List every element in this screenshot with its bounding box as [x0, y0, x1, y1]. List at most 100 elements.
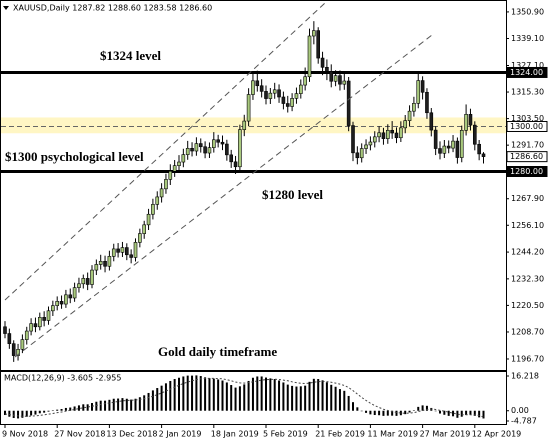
candle-body: [307, 35, 312, 78]
candle-body: [438, 148, 442, 154]
candle-body: [246, 94, 251, 122]
macd-bar: [73, 406, 76, 411]
macd-bar: [238, 386, 241, 411]
candle-body: [377, 132, 381, 138]
x-tick-label: 5 Feb 2019: [263, 430, 308, 439]
candle-body: [416, 80, 421, 104]
candle-body: [464, 114, 468, 131]
candle-body: [442, 145, 447, 154]
macd-bar: [291, 385, 294, 411]
annotation: Gold daily timeframe: [158, 344, 277, 359]
macd-bar: [169, 380, 172, 411]
highlight-band: [1, 117, 506, 134]
candle-body: [338, 75, 342, 85]
candle-body: [225, 143, 229, 156]
y-tick-label: 1208.70: [511, 327, 544, 336]
macd-bar: [147, 392, 150, 411]
macd-bar: [395, 410, 398, 416]
macd-bar: [130, 399, 133, 411]
macd-bar: [182, 376, 185, 411]
macd-bar: [299, 386, 302, 411]
macd-bar: [91, 403, 93, 411]
macd-bar: [160, 385, 163, 411]
candle-body: [55, 301, 60, 306]
candle-body: [264, 91, 268, 99]
macd-bar: [225, 382, 228, 411]
macd-bar: [221, 380, 224, 411]
macd-bar: [465, 410, 468, 416]
candle-body: [120, 247, 125, 253]
macd-bar: [356, 407, 359, 411]
candle-body: [468, 114, 473, 126]
candle-body: [198, 143, 203, 148]
candle-body: [481, 153, 486, 157]
y-tick-label: 1339.10: [511, 34, 544, 43]
menu-arrow: [3, 6, 9, 10]
candle-body: [277, 89, 281, 98]
candle-body: [77, 283, 81, 288]
macd-bar: [417, 406, 420, 411]
macd-bar: [360, 410, 363, 412]
y-tick-label: 1256.10: [511, 221, 544, 230]
macd-bar: [51, 410, 54, 412]
macd-bar: [77, 405, 80, 411]
candle-body: [190, 148, 194, 152]
candle-body: [220, 141, 225, 145]
macd-bar: [56, 409, 59, 411]
macd-bar: [256, 376, 259, 411]
candle-body: [364, 144, 368, 149]
price-label-box: [506, 165, 548, 177]
candle-body: [333, 75, 338, 82]
macd-bar: [369, 410, 372, 415]
chart-title: XAUUSD,Daily 1287.82 1288.60 1283.58 128…: [13, 4, 212, 13]
candle-body: [107, 256, 112, 267]
candle-body: [433, 129, 438, 149]
candle-body: [151, 204, 155, 215]
x-tick-label: 21 Feb 2019: [315, 430, 365, 439]
macd-bar: [399, 410, 402, 416]
candle-body: [285, 103, 290, 107]
macd-bar: [443, 410, 446, 415]
candle-body: [185, 148, 190, 155]
macd-bar: [425, 405, 428, 411]
candle-body: [459, 130, 464, 158]
candle-body: [111, 248, 116, 257]
candle-body: [194, 143, 199, 152]
candle-body: [281, 96, 286, 104]
x-tick-label: 9 Nov 2018: [2, 430, 48, 439]
macd-bar: [308, 381, 311, 411]
macd-bar: [30, 410, 33, 416]
candle-body: [94, 264, 99, 271]
candle-body: [355, 152, 360, 159]
macd-bar: [117, 398, 120, 411]
macd-bar: [151, 390, 154, 411]
candle-body: [429, 112, 434, 131]
candle-body: [181, 154, 186, 163]
candle-body: [59, 301, 64, 305]
macd-y-tick-label: 16.218: [511, 371, 539, 380]
macd-bar: [4, 410, 6, 416]
channel-line: [14, 34, 433, 358]
candle-body: [33, 323, 38, 328]
macd-bar: [134, 398, 137, 411]
macd-signal: [4, 377, 484, 418]
candle-body: [72, 287, 77, 299]
macd-bar: [482, 410, 485, 419]
candle-body: [420, 80, 425, 93]
price-label: 1286.60: [510, 152, 543, 161]
macd-bar: [325, 382, 328, 411]
macd-bar: [47, 410, 50, 412]
macd-bar: [447, 410, 450, 416]
macd-bar: [204, 377, 207, 411]
macd-bar: [12, 410, 15, 419]
macd-bar: [434, 410, 437, 412]
macd-bar: [452, 410, 455, 417]
macd-bar: [95, 401, 98, 411]
macd-bar: [295, 386, 298, 411]
price-label-box: [506, 66, 548, 78]
macd-bar: [439, 410, 441, 414]
candle-body: [390, 130, 394, 134]
candle-body: [329, 71, 334, 82]
candle-body: [346, 80, 351, 126]
